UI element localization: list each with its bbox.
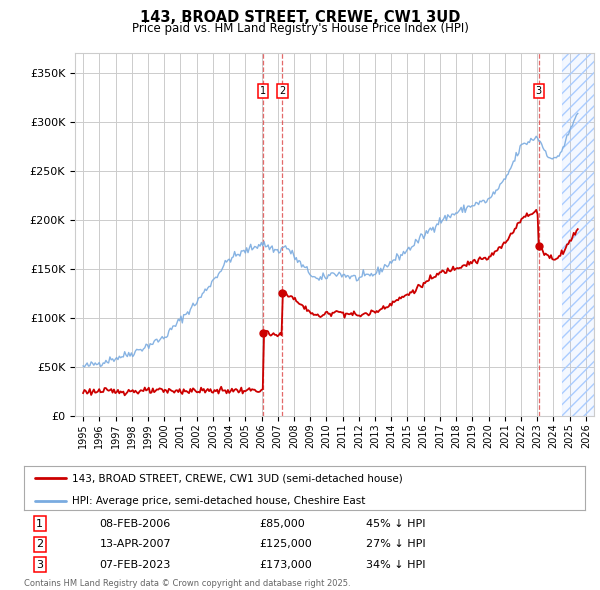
Text: 45% ↓ HPI: 45% ↓ HPI: [366, 519, 426, 529]
Text: 08-FEB-2006: 08-FEB-2006: [100, 519, 171, 529]
Text: 2: 2: [36, 539, 43, 549]
Text: HPI: Average price, semi-detached house, Cheshire East: HPI: Average price, semi-detached house,…: [71, 496, 365, 506]
Text: 3: 3: [536, 86, 542, 96]
Text: Price paid vs. HM Land Registry's House Price Index (HPI): Price paid vs. HM Land Registry's House …: [131, 22, 469, 35]
Text: 3: 3: [36, 560, 43, 570]
Text: 07-FEB-2023: 07-FEB-2023: [100, 560, 171, 570]
Text: 143, BROAD STREET, CREWE, CW1 3UD (semi-detached house): 143, BROAD STREET, CREWE, CW1 3UD (semi-…: [71, 474, 403, 483]
Text: 2: 2: [279, 86, 286, 96]
Text: 143, BROAD STREET, CREWE, CW1 3UD: 143, BROAD STREET, CREWE, CW1 3UD: [140, 10, 460, 25]
Text: 1: 1: [36, 519, 43, 529]
Bar: [562, 53, 594, 416]
Text: Contains HM Land Registry data © Crown copyright and database right 2025.
This d: Contains HM Land Registry data © Crown c…: [24, 579, 350, 590]
Text: £125,000: £125,000: [260, 539, 313, 549]
Text: 27% ↓ HPI: 27% ↓ HPI: [366, 539, 426, 549]
Text: 34% ↓ HPI: 34% ↓ HPI: [366, 560, 426, 570]
Text: 1: 1: [260, 86, 266, 96]
Text: £85,000: £85,000: [260, 519, 305, 529]
Text: 13-APR-2007: 13-APR-2007: [100, 539, 172, 549]
Text: £173,000: £173,000: [260, 560, 313, 570]
Bar: [562, 53, 594, 416]
